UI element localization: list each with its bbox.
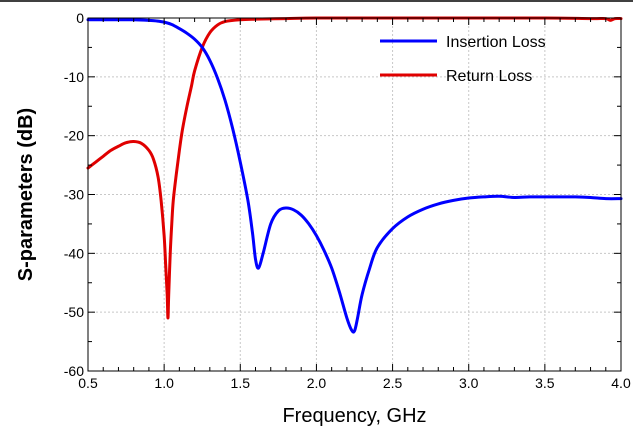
legend-label-insertion-loss: Insertion Loss: [446, 34, 546, 51]
series-line-insertion-loss: [86, 18, 623, 334]
x-axis-title: Frequency, GHz: [282, 405, 426, 427]
x-tick-label: 1.5: [231, 375, 251, 391]
x-tick-label: 3.0: [459, 375, 479, 391]
grid-layer: [88, 18, 621, 371]
x-tick-label: 0.5: [78, 375, 98, 391]
x-tick-label: 2.5: [383, 375, 403, 391]
y-tick-label: -10: [64, 69, 84, 85]
y-axis-title: S-parameters (dB): [15, 108, 37, 281]
x-tick-label: 2.0: [307, 375, 327, 391]
y-tick-label: -50: [64, 304, 84, 320]
x-tick-label: 1.0: [154, 375, 174, 391]
ticks-layer: [87, 17, 622, 372]
y-tick-label: -30: [64, 187, 84, 203]
labels-layer: 0.5 1.0 1.5 2.0 2.5 3.0 3.5 4.0 0 -10 -20 -30 -40 -50…: [64, 10, 631, 391]
legend: Insertion Loss Return Loss: [380, 34, 546, 85]
x-tick-label: 3.5: [535, 375, 555, 391]
legend-label-return-loss: Return Loss: [446, 68, 532, 85]
x-tick-label: 4.0: [611, 375, 631, 391]
y-tick-label: -20: [64, 128, 84, 144]
y-tick-label: 0: [76, 10, 84, 26]
y-tick-label: -40: [64, 245, 84, 261]
y-tick-label: -60: [64, 363, 84, 379]
